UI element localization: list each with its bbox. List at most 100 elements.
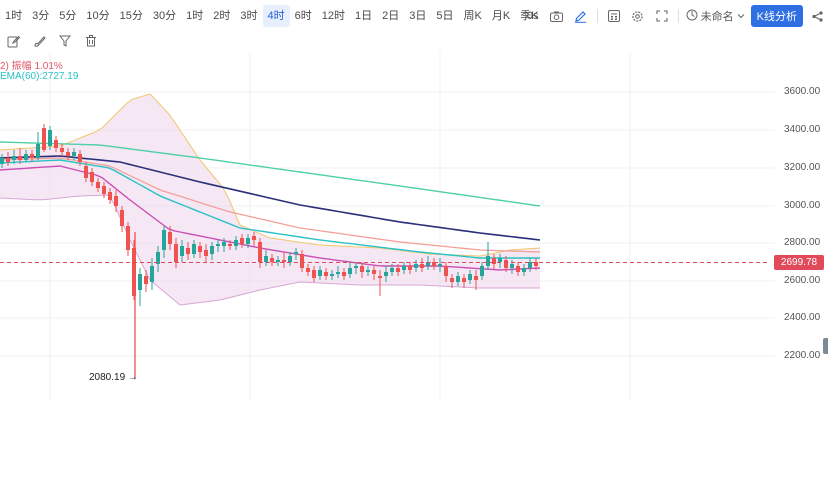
interval-tab[interactable]: 周K [463, 10, 482, 22]
candle-body [204, 250, 208, 256]
candle-body [312, 270, 316, 278]
interval-tab[interactable]: 1日 [355, 10, 373, 22]
candle-body [486, 256, 490, 266]
brush-icon[interactable] [26, 32, 52, 50]
candle-body [402, 266, 406, 270]
pencil-icon[interactable] [572, 5, 590, 27]
candle-body [462, 278, 466, 282]
interval-tab[interactable]: 4时 [262, 5, 290, 27]
candle-body [246, 238, 250, 244]
candle-body [150, 266, 154, 282]
candle [168, 226, 172, 250]
candle-body [234, 240, 238, 246]
candle [318, 266, 322, 280]
interval-tab[interactable]: 3日 [409, 10, 427, 22]
candle [102, 182, 106, 198]
kline-analysis-button[interactable]: K线分析 [750, 5, 803, 27]
candle [504, 256, 508, 272]
candle-body [138, 274, 142, 290]
candle [372, 266, 376, 280]
interval-tab[interactable]: 1时 [5, 10, 23, 22]
interval-tab[interactable]: 15分 [119, 10, 143, 22]
price-axis-label: 2400.00 [784, 312, 821, 323]
candle [204, 244, 208, 262]
candle-body [24, 154, 28, 160]
candle-body [468, 274, 472, 280]
candle [54, 136, 58, 152]
candle-body [222, 242, 226, 246]
camera-icon[interactable] [548, 5, 566, 27]
candle [60, 144, 64, 156]
candle-body [324, 272, 328, 276]
interval-tab[interactable]: 30分 [152, 10, 177, 22]
candle-body [300, 254, 304, 268]
interval-tab[interactable]: 3分 [32, 10, 50, 22]
toolbar-right: 0s 未命名 K线分析 [521, 0, 828, 32]
candle-body [96, 182, 100, 188]
candle-body [510, 264, 514, 268]
candle [96, 178, 100, 192]
candle-body [516, 266, 520, 272]
layout-select[interactable]: 未命名 [686, 5, 745, 27]
candle [444, 262, 448, 282]
gear-icon[interactable] [629, 5, 647, 27]
candle-body [252, 236, 256, 240]
scroll-handle[interactable] [823, 338, 828, 354]
fullscreen-icon[interactable] [653, 5, 671, 27]
candle-body [288, 256, 292, 262]
last-price-tag: 2699.78 [774, 255, 824, 270]
ma-line-salmon [0, 157, 541, 253]
candle [156, 246, 160, 272]
candle-body [318, 270, 322, 276]
candle [234, 236, 238, 250]
candle [198, 242, 202, 258]
edit-icon[interactable] [0, 32, 26, 50]
candle [408, 262, 412, 274]
interval-tab[interactable]: 月K [491, 10, 511, 22]
interval-tab[interactable]: 季K [520, 10, 539, 22]
share-icon[interactable] [809, 5, 825, 27]
candle [12, 150, 16, 164]
layout-name: 未命名 [700, 11, 734, 23]
candle-body [54, 140, 58, 148]
interval-tab[interactable]: 6时 [294, 10, 312, 22]
candle-body [360, 266, 364, 272]
candle [348, 262, 352, 278]
candle [336, 266, 340, 278]
candle-body [102, 186, 106, 194]
candle-body [522, 268, 526, 272]
candle [306, 264, 310, 276]
interval-tab[interactable]: 10分 [86, 10, 110, 22]
candle-body [336, 272, 340, 274]
candle [516, 262, 520, 276]
interval-tabs: 1时 3分 5分 10分 15分 30分 1时 2时 3时 4时 6时 12时 1日 2日 3日 5日 周K 月K… [0, 0, 544, 32]
candle [126, 222, 130, 256]
bollinger-fill [0, 94, 540, 305]
interval-tab[interactable]: 5分 [59, 10, 77, 22]
countdown-label: 0s [526, 10, 539, 22]
interval-tab[interactable]: 12时 [321, 10, 345, 22]
candle [222, 238, 226, 252]
candle-body [60, 148, 64, 152]
candle [270, 254, 274, 266]
interval-tab[interactable]: 2日 [382, 10, 400, 22]
interval-tab[interactable]: 5日 [436, 10, 454, 22]
candle [420, 258, 424, 272]
toolbar-divider [677, 9, 679, 23]
candle-body [198, 246, 202, 252]
candle-body [366, 270, 370, 272]
candle [276, 256, 280, 266]
bollinger-bands [0, 93, 541, 306]
candle [378, 270, 382, 296]
trash-icon[interactable] [78, 32, 104, 50]
price-axis-label: 3200.00 [784, 162, 821, 173]
filter-icon[interactable] [52, 32, 78, 50]
candle-body [192, 244, 196, 254]
candle [30, 150, 34, 162]
interval-tab[interactable]: 3时 [240, 10, 258, 22]
calculator-icon[interactable] [605, 5, 623, 27]
candle [180, 240, 184, 262]
interval-tab[interactable]: 2时 [213, 10, 231, 22]
interval-tab[interactable]: 1时 [186, 10, 204, 22]
